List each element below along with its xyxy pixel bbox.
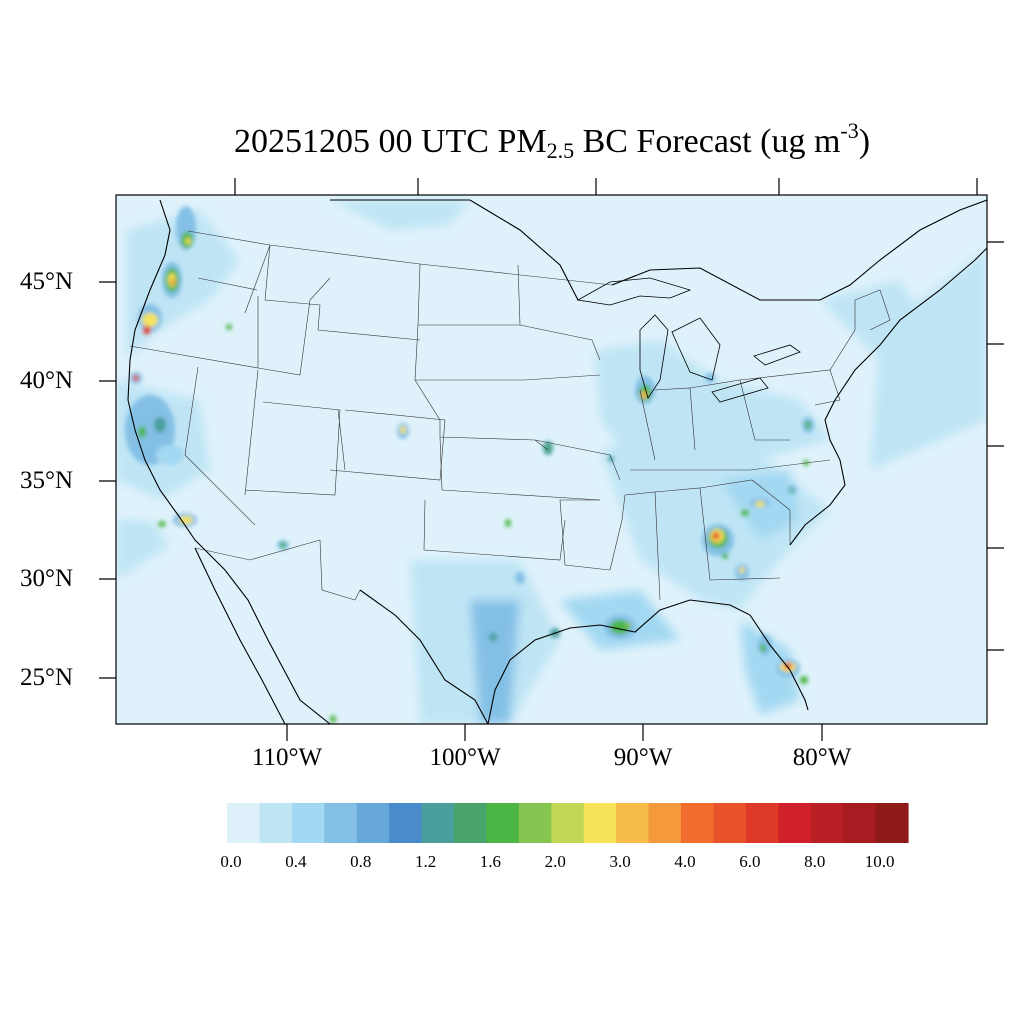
state-boundaries <box>129 230 891 601</box>
colorbar-label: 2.0 <box>544 852 566 871</box>
colorbar <box>227 803 909 843</box>
lon-label-80: 80°W <box>792 744 852 771</box>
lon-label-110: 110°W <box>251 744 323 771</box>
map-ticks <box>99 178 1004 741</box>
hotspot-blobs <box>125 206 814 723</box>
colorbar-swatch <box>648 803 682 843</box>
colorbar-label: 0.8 <box>350 852 372 871</box>
map-frame <box>115 194 988 725</box>
colorbar-swatch <box>810 803 844 843</box>
map-title: 20251205 00 UTC PM2.5 BC Forecast (ug m-… <box>233 118 871 163</box>
colorbar-label: 4.0 <box>674 852 696 871</box>
colorbar-swatch <box>227 803 261 843</box>
colorbar-label: 1.6 <box>479 852 502 871</box>
colorbar-swatch <box>778 803 812 843</box>
colorbar-swatch <box>421 803 455 843</box>
lat-label-45: 45°N <box>20 268 74 295</box>
colorbar-label: 10.0 <box>864 852 895 871</box>
colorbar-swatch <box>843 803 877 843</box>
colorbar-label: 6.0 <box>739 852 761 871</box>
colorbar-swatch <box>875 803 909 843</box>
lat-label-35: 35°N <box>20 467 74 494</box>
colorbar-label: 1.2 <box>414 852 437 871</box>
lat-label-40: 40°N <box>20 367 74 394</box>
lon-label-100: 100°W <box>429 744 501 771</box>
colorbar-label: 3.0 <box>609 852 631 871</box>
colorbar-swatch <box>681 803 715 843</box>
colorbar-swatch <box>291 803 325 843</box>
colorbar-swatch <box>745 803 779 843</box>
colorbar-swatch <box>616 803 650 843</box>
colorbar-label: 0.0 <box>220 852 242 871</box>
great-lakes-outline <box>576 277 801 403</box>
lat-label-30: 30°N <box>20 565 74 592</box>
colorbar-swatch <box>389 803 423 843</box>
colorbar-swatch <box>583 803 617 843</box>
coastline <box>127 199 987 724</box>
colorbar-swatch <box>324 803 358 843</box>
colorbar-swatch <box>454 803 488 843</box>
colorbar-swatch <box>551 803 585 843</box>
lat-label-25: 25°N <box>20 664 74 691</box>
lon-label-90: 90°W <box>613 744 673 771</box>
colorbar-label: 8.0 <box>804 852 826 871</box>
colorbar-swatch <box>713 803 747 843</box>
colorbar-swatch <box>259 803 293 843</box>
colorbar-swatch <box>518 803 552 843</box>
colorbar-label: 0.4 <box>285 852 307 871</box>
colorbar-swatch <box>486 803 520 843</box>
colorbar-swatch <box>356 803 390 843</box>
